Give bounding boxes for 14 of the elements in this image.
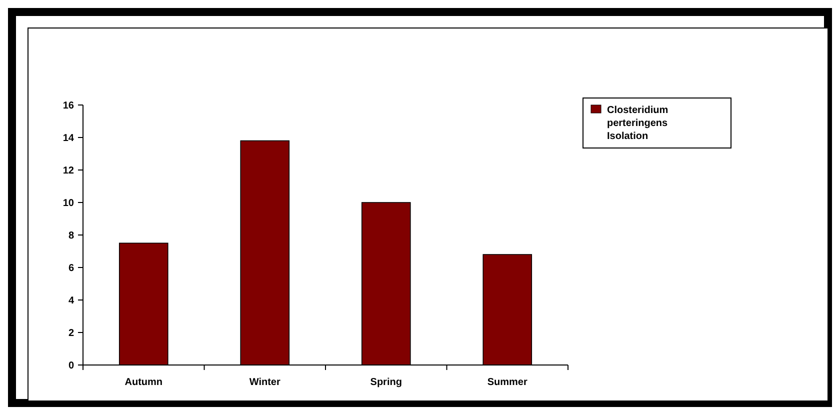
x-tick-label: Winter (249, 377, 280, 388)
y-tick-label: 4 (68, 296, 74, 306)
y-tick-label: 8 (68, 230, 74, 242)
y-tick-label: 0 (68, 360, 74, 372)
x-tick-label: Autumn (124, 377, 163, 388)
y-tick-label: 10 (62, 198, 74, 209)
y-tick-label: 6 (68, 263, 74, 274)
y-tick-label: 16 (62, 100, 74, 112)
y-tick-label: 12 (62, 166, 74, 176)
y-tick-label: 14 (62, 133, 74, 144)
legend-label: Closteridium perteringens Isolation (607, 105, 668, 142)
x-tick-label: Summer (487, 377, 528, 388)
y-tick-label: 2 (68, 328, 74, 339)
x-tick-label: Spring (370, 377, 402, 388)
